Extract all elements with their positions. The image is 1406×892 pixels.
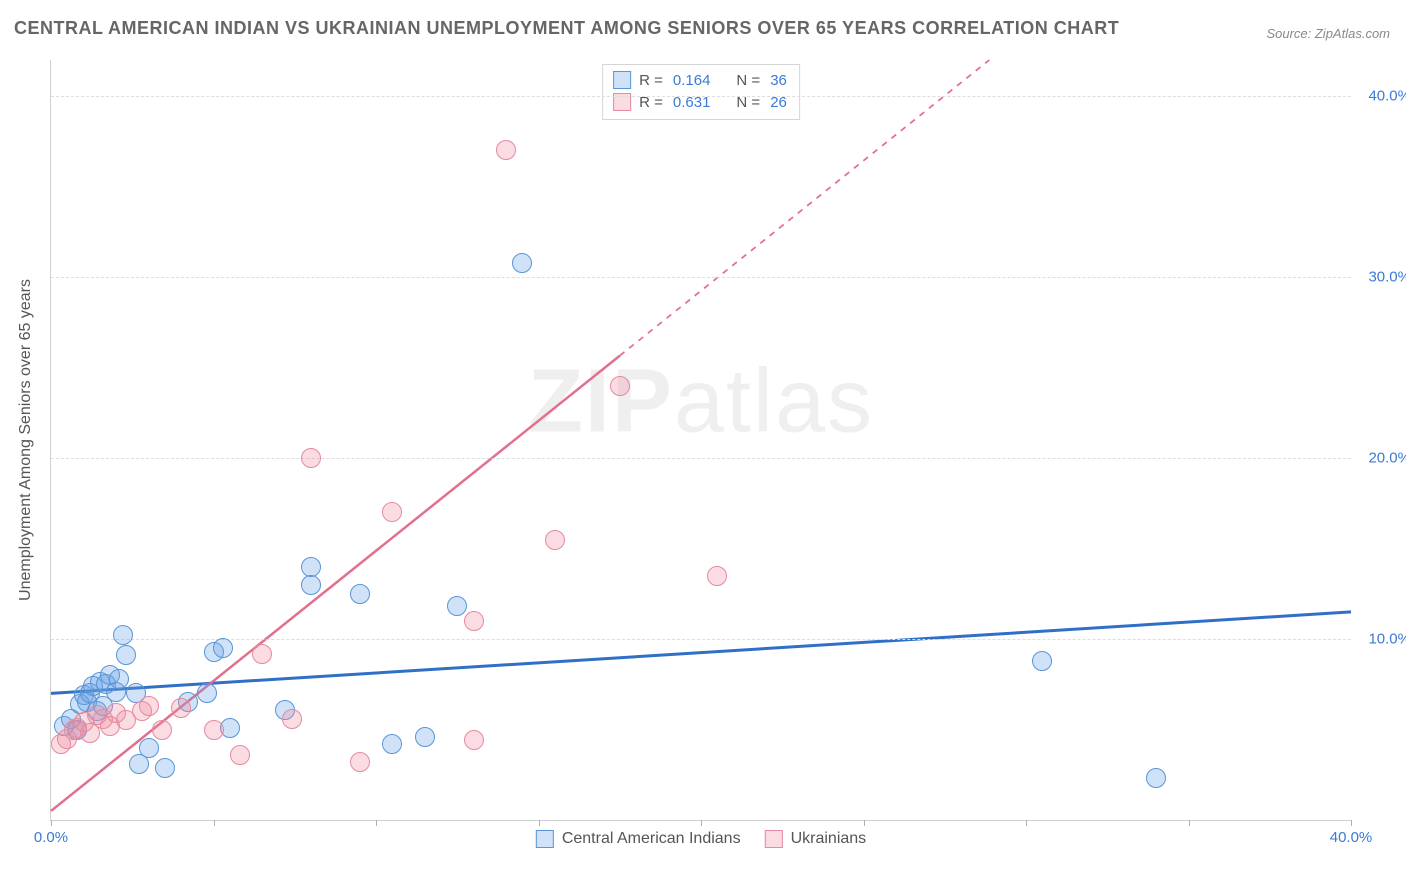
data-point	[113, 625, 133, 645]
data-point	[350, 584, 370, 604]
y-tick-label: 30.0%	[1356, 269, 1406, 286]
r-label: R =	[639, 72, 663, 89]
watermark-zip: ZIP	[528, 352, 674, 452]
trend-lines-layer	[51, 60, 1351, 820]
legend-stats-row: R = 0.631 N = 26	[613, 91, 789, 113]
legend-stats-row: R = 0.164 N = 36	[613, 69, 789, 91]
trend-line	[51, 356, 620, 811]
x-tick-mark	[701, 820, 702, 826]
legend-swatch-icon	[765, 830, 783, 848]
source-label: Source: ZipAtlas.com	[1266, 26, 1390, 41]
legend-stats: R = 0.164 N = 36 R = 0.631 N = 26	[602, 64, 800, 120]
data-point	[447, 596, 467, 616]
data-point	[415, 727, 435, 747]
n-value: 36	[770, 72, 787, 89]
x-tick-mark	[864, 820, 865, 826]
r-value: 0.164	[673, 72, 711, 89]
data-point	[252, 644, 272, 664]
x-tick-label: 0.0%	[34, 829, 68, 846]
n-label: N =	[736, 72, 760, 89]
y-axis-label: Unemployment Among Seniors over 65 years	[17, 279, 35, 601]
data-point	[545, 530, 565, 550]
data-point	[109, 669, 129, 689]
legend-swatch-icon	[613, 71, 631, 89]
data-point	[464, 611, 484, 631]
y-tick-label: 20.0%	[1356, 450, 1406, 467]
x-tick-mark	[51, 820, 52, 826]
data-point	[496, 140, 516, 160]
gridline	[51, 277, 1351, 278]
x-tick-mark	[1351, 820, 1352, 826]
x-tick-mark	[214, 820, 215, 826]
x-tick-label: 40.0%	[1330, 829, 1373, 846]
data-point	[116, 645, 136, 665]
plot-area: ZIPatlas R = 0.164 N = 36 R = 0.631 N = …	[50, 60, 1351, 821]
data-point	[171, 698, 191, 718]
legend-swatch-icon	[536, 830, 554, 848]
data-point	[204, 720, 224, 740]
gridline	[51, 96, 1351, 97]
data-point	[230, 745, 250, 765]
data-point	[382, 734, 402, 754]
gridline	[51, 639, 1351, 640]
legend-item: Ukrainians	[765, 830, 867, 848]
data-point	[152, 720, 172, 740]
data-point	[464, 730, 484, 750]
data-point	[610, 376, 630, 396]
trend-line	[51, 612, 1351, 693]
chart-title: CENTRAL AMERICAN INDIAN VS UKRAINIAN UNE…	[14, 18, 1119, 39]
x-tick-mark	[539, 820, 540, 826]
data-point	[1146, 768, 1166, 788]
gridline	[51, 458, 1351, 459]
data-point	[301, 557, 321, 577]
legend-label: Central American Indians	[562, 830, 741, 848]
data-point	[139, 738, 159, 758]
data-point	[197, 683, 217, 703]
watermark-atlas: atlas	[674, 352, 874, 452]
y-tick-label: 40.0%	[1356, 88, 1406, 105]
data-point	[350, 752, 370, 772]
data-point	[301, 575, 321, 595]
data-point	[301, 448, 321, 468]
data-point	[282, 709, 302, 729]
data-point	[213, 638, 233, 658]
x-tick-mark	[1026, 820, 1027, 826]
watermark: ZIPatlas	[528, 351, 874, 454]
data-point	[512, 253, 532, 273]
legend-item: Central American Indians	[536, 830, 741, 848]
y-tick-label: 10.0%	[1356, 631, 1406, 648]
x-tick-mark	[1189, 820, 1190, 826]
data-point	[382, 502, 402, 522]
data-point	[1032, 651, 1052, 671]
legend-series: Central American Indians Ukrainians	[536, 830, 866, 848]
data-point	[139, 696, 159, 716]
data-point	[707, 566, 727, 586]
x-tick-mark	[376, 820, 377, 826]
data-point	[155, 758, 175, 778]
legend-label: Ukrainians	[791, 830, 867, 848]
